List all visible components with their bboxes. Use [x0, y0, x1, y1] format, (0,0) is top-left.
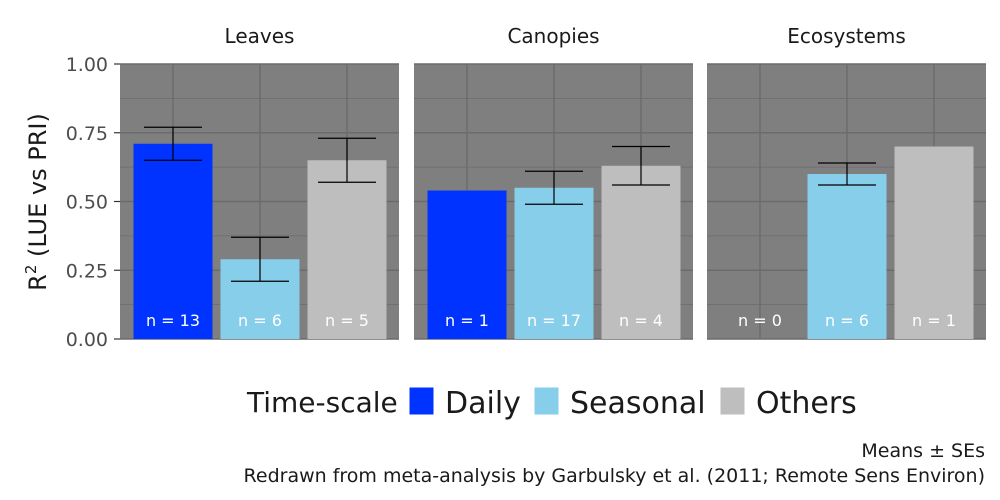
- legend-key-others: [719, 386, 746, 416]
- y-tick-label: 0.75: [66, 123, 108, 145]
- bar-others: [894, 146, 974, 339]
- bar-others: [601, 165, 681, 339]
- facet-title: Canopies: [507, 24, 599, 48]
- sample-size-label: n = 1: [445, 311, 489, 330]
- error-bar: [525, 170, 583, 205]
- legend-key-daily: [408, 386, 435, 416]
- bar-seasonal: [807, 174, 887, 339]
- error-bar: [144, 126, 202, 161]
- legend-title: Time-scale: [246, 386, 398, 419]
- facet-title: Leaves: [225, 24, 295, 48]
- y-tick-label: 0.50: [66, 192, 108, 214]
- bar-others: [307, 160, 387, 339]
- error-bar: [818, 162, 876, 186]
- caption-line-1: Means ± SEs: [861, 440, 985, 462]
- facet-ecosystems: Ecosystems n = 0 n = 6 n = 1: [707, 24, 986, 340]
- y-tick-label: 0.25: [66, 260, 108, 282]
- y-tick-label: 1.00: [66, 54, 108, 76]
- legend-label-daily: Daily: [445, 386, 521, 421]
- sample-size-label: n = 5: [325, 311, 369, 330]
- y-axis-title: R2 (LUE vs PRI): [22, 113, 52, 291]
- facet-panels: Leaves n = 13 n = 6 n = 5 Canopies n = 1 n = 1…: [120, 24, 986, 340]
- y-tick-label: 0.00: [66, 329, 108, 351]
- caption-line-2: Redrawn from meta-analysis by Garbulsky …: [244, 465, 985, 487]
- facet-title: Ecosystems: [787, 24, 906, 48]
- legend-label-others: Others: [756, 386, 857, 421]
- sample-size-label: n = 1: [912, 311, 956, 330]
- error-bar: [318, 137, 376, 183]
- sample-size-label: n = 17: [527, 311, 581, 330]
- y-axis: 0.00 0.25 0.50 0.75 1.00: [66, 54, 120, 351]
- facet-canopies: Canopies n = 1 n = 17 n = 4: [414, 24, 693, 340]
- bar-daily: [427, 190, 507, 339]
- legend-key-seasonal: [533, 386, 560, 416]
- sample-size-label: n = 6: [238, 311, 282, 330]
- sample-size-label: n = 6: [825, 311, 869, 330]
- bar-daily: [133, 143, 213, 339]
- bar-seasonal: [514, 187, 594, 339]
- legend-label-seasonal: Seasonal: [570, 386, 706, 421]
- error-bar: [612, 145, 670, 186]
- facet-leaves: Leaves n = 13 n = 6 n = 5: [120, 24, 399, 340]
- sample-size-label: n = 4: [619, 311, 663, 330]
- sample-size-label: n = 0: [738, 311, 782, 330]
- legend: Time-scale Daily Seasonal Others: [246, 386, 857, 421]
- sample-size-label: n = 13: [146, 311, 200, 330]
- error-bar: [231, 236, 289, 282]
